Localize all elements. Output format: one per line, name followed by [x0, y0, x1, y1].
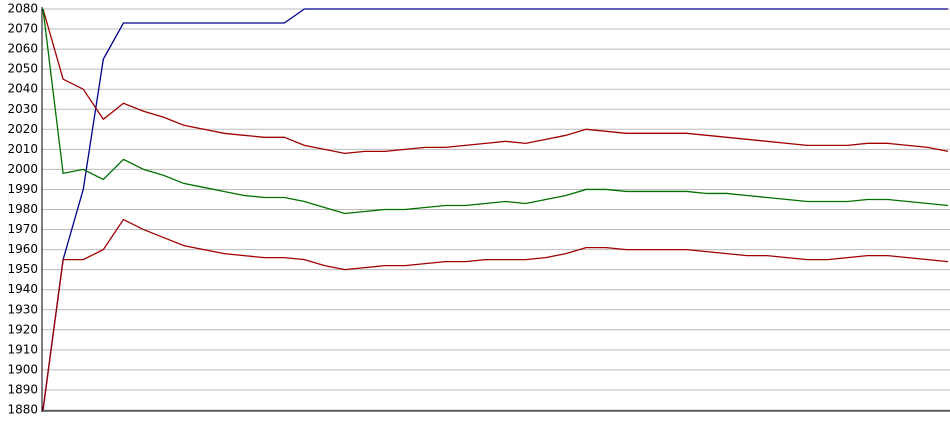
y-tick-label: 1960 — [7, 242, 38, 256]
series-line — [42, 8, 948, 411]
y-tick-label: 2030 — [7, 102, 38, 116]
y-tick-label: 1940 — [7, 282, 38, 296]
y-tick-label: 2080 — [7, 2, 38, 16]
series-line — [42, 8, 949, 215]
y-tick-label: 2010 — [7, 142, 38, 156]
y-tick-label: 2000 — [7, 162, 38, 176]
y-tick-label: 1890 — [7, 382, 38, 396]
y-tick-label: 2060 — [7, 42, 38, 56]
y-tick-label: 1950 — [7, 262, 38, 276]
y-tick-label: 1880 — [7, 403, 38, 417]
series-line — [42, 218, 949, 411]
y-tick-label: 1980 — [7, 202, 38, 216]
y-tick-label: 2070 — [7, 22, 38, 36]
series-line — [42, 8, 949, 155]
y-tick-label: 1920 — [7, 322, 38, 336]
y-tick-label: 1990 — [7, 182, 38, 196]
y-tick-label: 1970 — [7, 222, 38, 236]
y-tick-label: 1900 — [7, 362, 38, 376]
y-tick-label: 2020 — [7, 122, 38, 136]
y-tick-label: 2050 — [7, 62, 38, 76]
y-tick-label: 2040 — [7, 82, 38, 96]
y-tick-label: 1910 — [7, 342, 38, 356]
y-tick-label: 1930 — [7, 302, 38, 316]
